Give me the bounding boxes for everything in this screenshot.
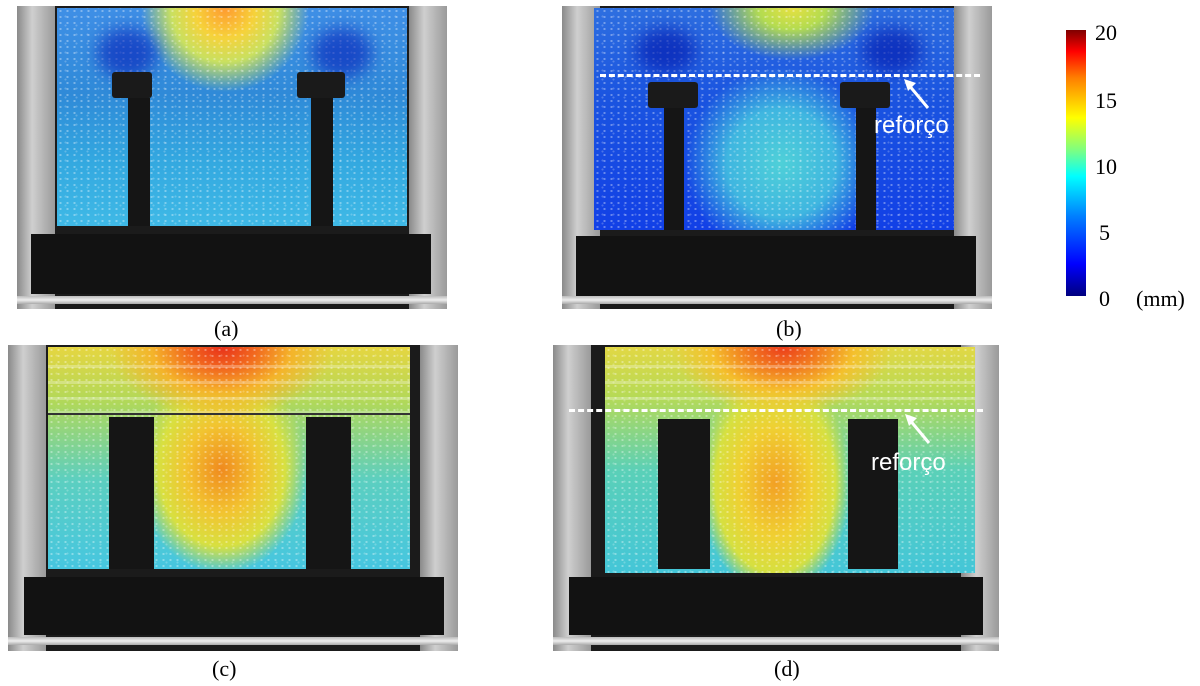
caption-c: (c) (212, 656, 237, 681)
colorbar-tick-5: 5 (1099, 220, 1110, 245)
caption-d: (d) (774, 656, 800, 681)
colorbar-tick-0: 0 (1099, 286, 1110, 311)
displacement-field-a (57, 8, 407, 226)
reinforcement-line-b (600, 74, 980, 77)
displacement-field-b (594, 8, 954, 230)
reinforcement-line-d (569, 409, 983, 412)
arrow-icon (905, 414, 931, 444)
colorbar-tick-15: 15 (1095, 88, 1117, 113)
panel-d-image: reforço (553, 345, 999, 651)
caption-b: (b) (776, 316, 802, 341)
colorbar-unit: (mm) (1136, 286, 1185, 311)
reinforcement-label-d: reforço (871, 449, 946, 476)
reinforcement-label-b: reforço (874, 112, 949, 139)
panel-c-image (8, 345, 458, 651)
colorbar-tick-10: 10 (1095, 154, 1117, 179)
panel-b-image: reforço (562, 6, 992, 309)
caption-a: (a) (214, 316, 239, 341)
panel-a-image (17, 6, 447, 309)
displacement-field-c (48, 347, 410, 569)
colorbar-tick-20: 20 (1095, 20, 1117, 45)
colorbar (1066, 30, 1086, 296)
arrow-icon (904, 79, 930, 109)
